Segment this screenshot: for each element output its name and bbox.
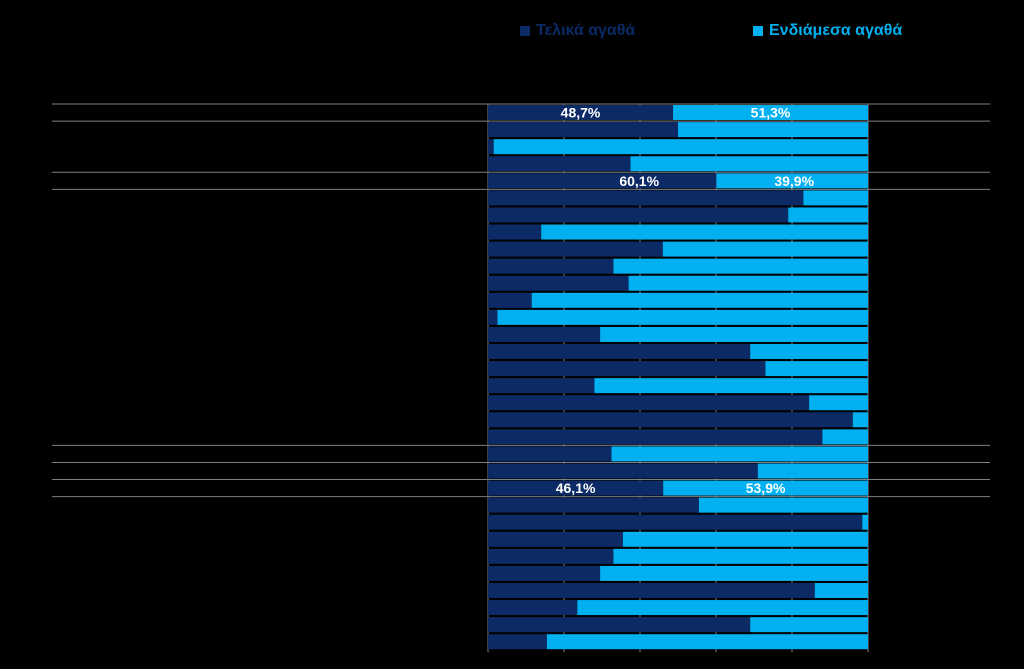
bar-intermediate-goods xyxy=(788,207,868,223)
bar-final-goods xyxy=(488,617,751,633)
data-label-intermediate-goods: 53,9% xyxy=(746,480,786,496)
bar-final-goods xyxy=(488,105,674,121)
data-label-final-goods: 48,7% xyxy=(561,105,601,121)
bar-intermediate-goods xyxy=(541,224,868,240)
bar-intermediate-goods xyxy=(613,258,868,274)
bar-intermediate-goods xyxy=(803,190,868,206)
bar-final-goods xyxy=(488,565,601,581)
bar-intermediate-goods xyxy=(765,361,868,377)
bar-intermediate-goods xyxy=(594,378,868,394)
legend-label-final-goods: Τελικά αγαθά xyxy=(536,22,636,39)
bar-intermediate-goods xyxy=(809,395,868,411)
bar-final-goods xyxy=(488,309,498,325)
bar-intermediate-goods xyxy=(673,105,868,121)
bar-intermediate-goods xyxy=(493,139,868,155)
legend-item-intermediate-goods: Ενδιάμεσα αγαθά xyxy=(753,22,902,40)
bar-final-goods xyxy=(488,514,863,530)
bar-intermediate-goods xyxy=(716,173,868,189)
bar-intermediate-goods xyxy=(600,326,868,342)
bar-final-goods xyxy=(488,224,542,240)
bar-final-goods xyxy=(488,326,601,342)
bar-final-goods xyxy=(488,412,853,428)
bar-intermediate-goods xyxy=(814,582,868,598)
bar-final-goods xyxy=(488,634,547,650)
bar-intermediate-goods xyxy=(628,275,868,291)
bar-intermediate-goods xyxy=(862,514,868,530)
bar-final-goods xyxy=(488,344,751,360)
bar-intermediate-goods xyxy=(497,309,868,325)
legend-label-intermediate-goods: Ενδιάμεσα αγαθά xyxy=(769,22,903,39)
bar-intermediate-goods xyxy=(750,344,868,360)
bar-final-goods xyxy=(488,258,614,274)
data-label-final-goods: 60,1% xyxy=(619,173,659,189)
bar-intermediate-goods xyxy=(750,617,868,633)
bar-final-goods xyxy=(488,173,717,189)
bar-final-goods xyxy=(488,600,578,616)
data-label-intermediate-goods: 51,3% xyxy=(751,105,791,121)
bar-intermediate-goods xyxy=(577,600,868,616)
bar-intermediate-goods xyxy=(613,548,868,564)
bar-intermediate-goods xyxy=(630,156,868,172)
bar-final-goods xyxy=(488,207,789,223)
bar-final-goods xyxy=(488,463,758,479)
bar-intermediate-goods xyxy=(678,122,868,138)
legend-item-final-goods: Τελικά αγαθά xyxy=(520,22,635,40)
bar-intermediate-goods xyxy=(757,463,868,479)
bar-final-goods xyxy=(488,139,494,155)
bar-final-goods xyxy=(488,361,766,377)
bar-final-goods xyxy=(488,275,629,291)
bar-intermediate-goods xyxy=(822,429,868,445)
bar-intermediate-goods xyxy=(531,292,868,308)
bar-intermediate-goods xyxy=(622,531,868,547)
bar-final-goods xyxy=(488,582,815,598)
bar-final-goods xyxy=(488,446,612,462)
bar-final-goods xyxy=(488,548,614,564)
bar-intermediate-goods xyxy=(600,565,868,581)
legend-swatch-intermediate-goods xyxy=(753,26,763,36)
bar-final-goods xyxy=(488,156,631,172)
bar-intermediate-goods xyxy=(611,446,868,462)
bar-intermediate-goods xyxy=(546,634,868,650)
bar-final-goods xyxy=(488,531,623,547)
bar-final-goods xyxy=(488,292,532,308)
bar-final-goods xyxy=(488,190,804,206)
bar-final-goods xyxy=(488,378,595,394)
bar-final-goods xyxy=(488,395,810,411)
bar-intermediate-goods xyxy=(852,412,868,428)
bar-intermediate-goods xyxy=(698,497,868,513)
legend-swatch-final-goods xyxy=(520,26,530,36)
bar-final-goods xyxy=(488,480,664,496)
bar-final-goods xyxy=(488,122,678,138)
bar-intermediate-goods xyxy=(662,241,868,257)
bar-final-goods xyxy=(488,497,699,513)
data-label-intermediate-goods: 39,9% xyxy=(774,173,814,189)
data-label-final-goods: 46,1% xyxy=(556,480,596,496)
bar-final-goods xyxy=(488,241,663,257)
bar-intermediate-goods xyxy=(663,480,868,496)
bar-final-goods xyxy=(488,429,823,445)
